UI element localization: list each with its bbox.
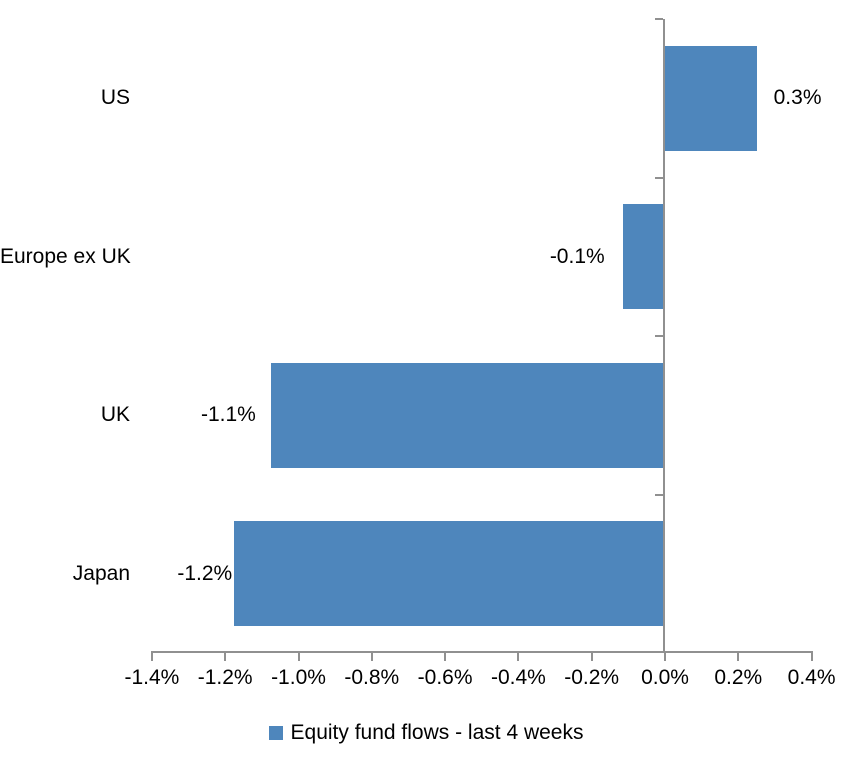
x-axis-tick — [297, 651, 300, 661]
legend-marker-icon — [268, 726, 283, 740]
x-axis-tick — [664, 651, 666, 661]
x-axis-tick-label: -1.4% — [124, 666, 180, 689]
x-axis-tick-label: 0.2% — [714, 666, 763, 689]
x-axis-tick-label: -0.4% — [490, 666, 546, 689]
x-axis-tick — [150, 651, 153, 661]
data-label: 0.3% — [773, 86, 822, 110]
category-label: UK — [100, 403, 130, 427]
x-axis-tick-label: -0.6% — [417, 666, 473, 689]
legend-label: Equity fund flows - last 4 weeks — [290, 721, 584, 744]
x-axis-tick — [590, 651, 593, 661]
x-axis-tick-label: -0.8% — [344, 666, 400, 689]
bar-uk — [270, 362, 663, 468]
category-axis-tick — [655, 335, 663, 337]
bar-japan — [234, 521, 663, 627]
category-label: Japan — [72, 561, 130, 585]
x-axis-tick — [370, 651, 373, 661]
x-axis-tick-label: -1.0% — [271, 666, 326, 689]
x-axis-tick — [517, 651, 520, 661]
bar-europe-ex-uk — [622, 204, 663, 310]
x-axis-tick — [810, 651, 813, 661]
x-axis-tick-label: -1.2% — [197, 666, 253, 689]
x-axis-tick — [444, 651, 447, 661]
x-axis-tick — [224, 651, 227, 661]
x-axis-tick — [737, 651, 740, 661]
x-axis-tick-label: 0.4% — [787, 666, 836, 689]
chart-legend: Equity fund flows - last 4 weeks — [0, 718, 852, 748]
category-label: US — [100, 86, 130, 110]
category-label: Europe ex UK — [0, 244, 131, 268]
x-axis-tick-label: -0.2% — [564, 666, 620, 689]
category-axis-tick — [655, 493, 663, 496]
x-axis-line — [150, 651, 813, 653]
bar-us — [665, 45, 757, 151]
data-label: -0.1% — [549, 244, 605, 268]
x-axis-tick-label: 0.0% — [641, 666, 689, 689]
category-axis-line — [663, 19, 665, 653]
data-label: -1.2% — [177, 561, 233, 585]
category-axis-tick — [655, 176, 663, 179]
category-axis-tick — [655, 18, 663, 20]
data-label: -1.1% — [200, 403, 256, 427]
